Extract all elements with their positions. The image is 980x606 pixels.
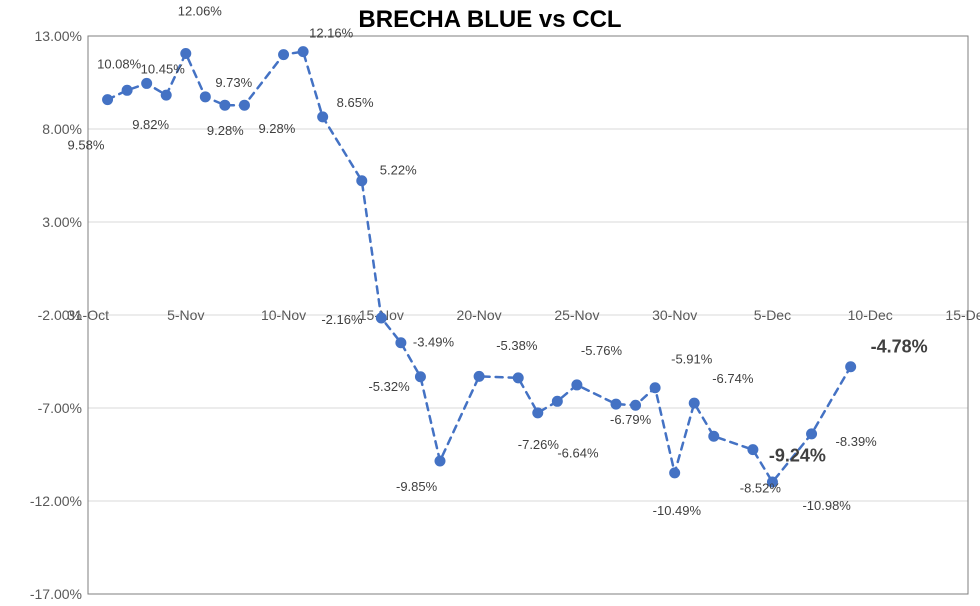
svg-text:30-Nov: 30-Nov: [652, 307, 697, 323]
svg-text:9.82%: 9.82%: [132, 117, 169, 132]
svg-text:12.16%: 12.16%: [309, 26, 354, 41]
chart-svg: -17.00%-12.00%-7.00%-2.00%3.00%8.00%13.0…: [0, 0, 980, 606]
svg-text:10.45%: 10.45%: [141, 61, 186, 76]
svg-text:-12.00%: -12.00%: [30, 493, 82, 509]
svg-text:10-Nov: 10-Nov: [261, 307, 306, 323]
svg-text:3.00%: 3.00%: [42, 214, 82, 230]
svg-text:-6.64%: -6.64%: [557, 445, 599, 460]
svg-text:31-Oct: 31-Oct: [67, 307, 109, 323]
svg-text:9.58%: 9.58%: [68, 138, 105, 153]
svg-text:-9.24%: -9.24%: [769, 446, 826, 466]
svg-text:-5.32%: -5.32%: [368, 379, 410, 394]
svg-text:-7.26%: -7.26%: [518, 437, 560, 452]
svg-text:-3.49%: -3.49%: [413, 335, 455, 350]
svg-text:-7.00%: -7.00%: [38, 400, 82, 416]
svg-text:-5.91%: -5.91%: [671, 352, 713, 367]
svg-text:8.65%: 8.65%: [337, 95, 374, 110]
svg-text:5.22%: 5.22%: [380, 163, 417, 178]
chart-container: BRECHA BLUE vs CCL -17.00%-12.00%-7.00%-…: [0, 0, 980, 606]
svg-text:13.00%: 13.00%: [35, 28, 82, 44]
svg-text:-6.74%: -6.74%: [712, 371, 754, 386]
svg-text:9.28%: 9.28%: [207, 123, 244, 138]
svg-text:8.00%: 8.00%: [42, 121, 82, 137]
svg-text:-10.49%: -10.49%: [653, 503, 702, 518]
svg-text:-4.78%: -4.78%: [871, 337, 928, 357]
svg-text:25-Nov: 25-Nov: [554, 307, 599, 323]
svg-text:-5.76%: -5.76%: [581, 343, 623, 358]
svg-text:20-Nov: 20-Nov: [457, 307, 502, 323]
svg-text:-8.39%: -8.39%: [836, 434, 878, 449]
svg-text:5-Nov: 5-Nov: [167, 307, 204, 323]
svg-text:15-Dec: 15-Dec: [945, 307, 980, 323]
svg-text:9.28%: 9.28%: [258, 121, 295, 136]
svg-text:-9.85%: -9.85%: [396, 479, 438, 494]
svg-text:5-Dec: 5-Dec: [754, 307, 791, 323]
svg-text:-10.98%: -10.98%: [802, 498, 851, 513]
svg-text:9.73%: 9.73%: [215, 75, 252, 90]
svg-text:10-Dec: 10-Dec: [848, 307, 893, 323]
svg-text:12.06%: 12.06%: [178, 3, 223, 18]
svg-text:-2.16%: -2.16%: [321, 312, 363, 327]
svg-text:10.08%: 10.08%: [97, 56, 142, 71]
svg-text:-17.00%: -17.00%: [30, 586, 82, 602]
svg-text:-8.52%: -8.52%: [740, 480, 782, 495]
svg-text:-6.79%: -6.79%: [610, 412, 652, 427]
svg-text:-5.38%: -5.38%: [496, 338, 538, 353]
